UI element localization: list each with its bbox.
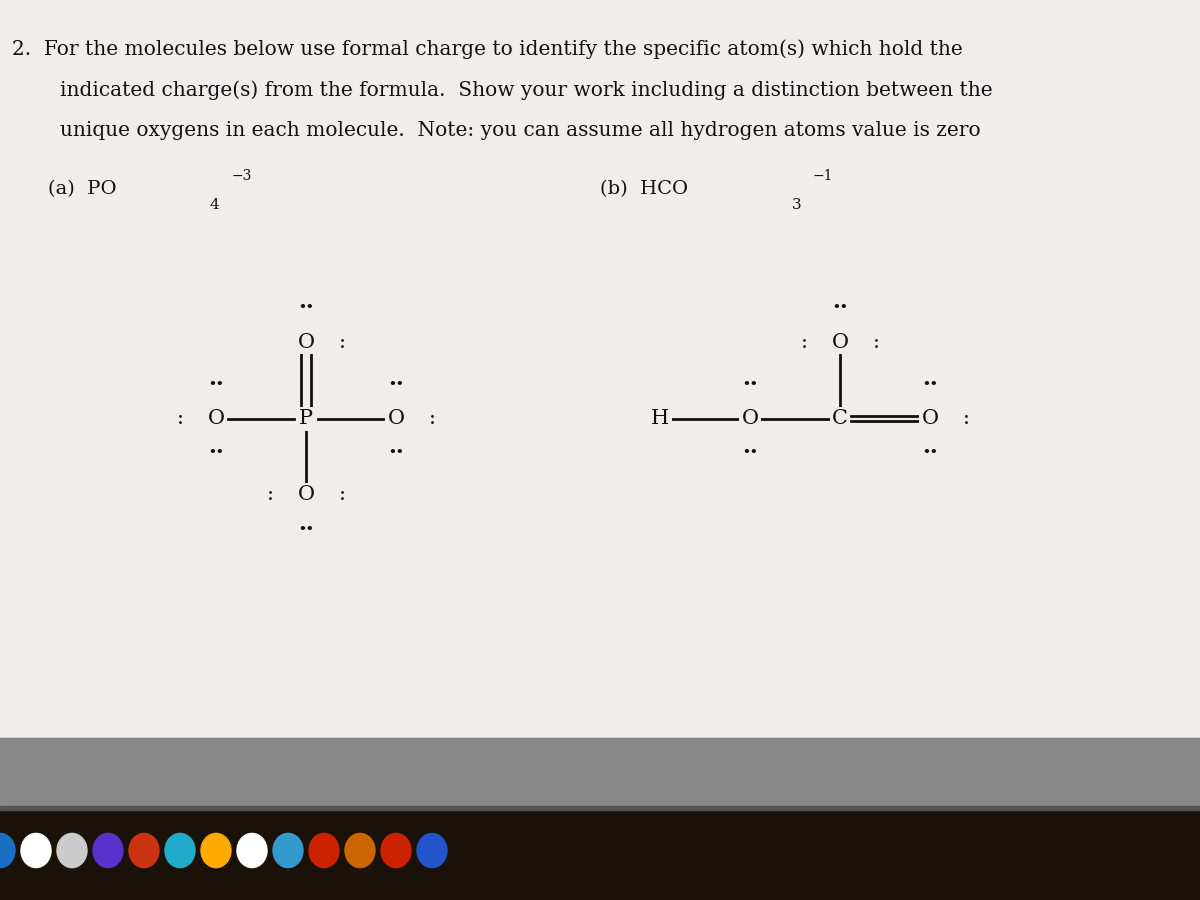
Ellipse shape	[382, 833, 410, 868]
Text: indicated charge(s) from the formula.  Show your work including a distinction be: indicated charge(s) from the formula. Sh…	[60, 80, 992, 100]
Text: ••: ••	[388, 378, 404, 391]
Text: O: O	[922, 409, 938, 428]
Text: :: :	[962, 409, 970, 428]
Text: :: :	[338, 332, 346, 352]
Text: :: :	[800, 332, 808, 352]
Bar	[0, 0, 1200, 738]
Text: 2.  For the molecules below use formal charge to identify the specific atom(s) w: 2. For the molecules below use formal ch…	[12, 40, 962, 59]
Text: ••: ••	[922, 446, 938, 459]
Text: ••: ••	[832, 302, 848, 314]
Text: O: O	[298, 485, 314, 505]
Text: O: O	[742, 409, 758, 428]
Text: P: P	[299, 409, 313, 428]
Text: C: C	[832, 409, 848, 428]
Text: ••: ••	[388, 446, 404, 459]
Text: :: :	[176, 409, 184, 428]
Ellipse shape	[130, 833, 158, 868]
Bar	[0, 738, 1200, 783]
Text: unique oxygens in each molecule.  Note: you can assume all hydrogen atoms value : unique oxygens in each molecule. Note: y…	[60, 121, 980, 140]
Text: :: :	[266, 485, 274, 505]
Text: ••: ••	[208, 378, 224, 391]
Ellipse shape	[202, 833, 230, 868]
Ellipse shape	[58, 833, 88, 868]
Ellipse shape	[22, 833, 50, 868]
Ellipse shape	[418, 833, 446, 868]
Text: H: H	[650, 409, 670, 428]
Text: 3: 3	[792, 198, 802, 212]
Ellipse shape	[310, 833, 340, 868]
Text: ••: ••	[298, 523, 314, 536]
Text: −3: −3	[232, 168, 252, 183]
Text: (a)  PO: (a) PO	[48, 180, 116, 198]
Ellipse shape	[274, 833, 302, 868]
Text: ••: ••	[208, 446, 224, 459]
Bar	[0, 810, 1200, 900]
Text: :: :	[338, 485, 346, 505]
Text: O: O	[208, 409, 224, 428]
Text: O: O	[832, 332, 848, 352]
Text: ••: ••	[742, 378, 758, 391]
Text: −1: −1	[812, 168, 833, 183]
Ellipse shape	[238, 833, 266, 868]
Text: :: :	[872, 332, 880, 352]
Text: ••: ••	[742, 446, 758, 459]
Text: 4: 4	[210, 198, 220, 212]
Ellipse shape	[346, 833, 374, 868]
Text: ••: ••	[922, 378, 938, 391]
Bar	[0, 806, 1200, 810]
Text: (b)  HCO: (b) HCO	[600, 180, 688, 198]
Bar	[0, 738, 1200, 810]
Ellipse shape	[94, 833, 124, 868]
Ellipse shape	[0, 833, 14, 868]
Text: ••: ••	[298, 302, 314, 314]
Text: :: :	[428, 409, 436, 428]
Ellipse shape	[166, 833, 194, 868]
Text: O: O	[388, 409, 404, 428]
Text: O: O	[298, 332, 314, 352]
